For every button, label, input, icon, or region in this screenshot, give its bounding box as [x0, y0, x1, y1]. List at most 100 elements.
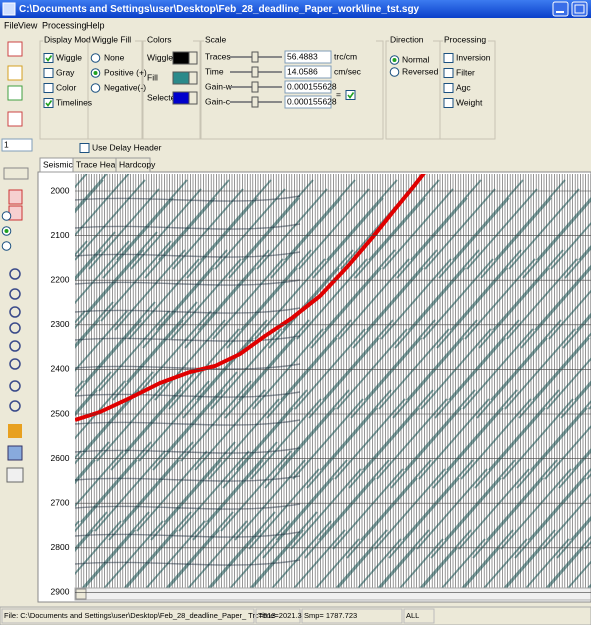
color-label: Fill: [147, 72, 158, 82]
checkbox-label: Wiggle: [56, 52, 82, 62]
colorbar-icon[interactable]: [8, 424, 22, 438]
checkbox[interactable]: [43, 68, 54, 78]
scale-unit: trc/cm: [334, 51, 357, 61]
zoom-icon[interactable]: [9, 268, 21, 280]
color-dropdown[interactable]: [188, 51, 198, 65]
group-label: Display Mode: [44, 34, 96, 44]
tool-icon[interactable]: [7, 111, 23, 127]
group-label-bg: [443, 36, 488, 45]
radio-dot: [4, 229, 9, 233]
radio-button[interactable]: [90, 83, 101, 93]
text-field[interactable]: [284, 50, 332, 64]
checkbox[interactable]: [43, 53, 54, 63]
zoom-icon[interactable]: [9, 380, 21, 392]
y-tick-label: 2600: [51, 453, 70, 463]
y-tick-label: 2100: [51, 230, 70, 240]
radio-button[interactable]: [1, 241, 12, 251]
status-text: File: C:\Documents and Settings\user\Des…: [4, 611, 276, 620]
zoom-icon[interactable]: [9, 340, 21, 352]
check-mark: [347, 92, 355, 99]
radio-button[interactable]: [90, 53, 101, 63]
text-field[interactable]: [284, 80, 332, 94]
maximize-button[interactable]: [571, 1, 588, 17]
checkbox-label: Gray: [56, 67, 75, 77]
color-swatch[interactable]: [172, 71, 190, 85]
checkbox[interactable]: [443, 98, 454, 108]
checkbox-label: Filter: [456, 67, 475, 77]
text-field[interactable]: [284, 95, 332, 109]
radio-button[interactable]: [389, 67, 400, 77]
seismic-section: [75, 174, 591, 588]
zoom-icon[interactable]: [9, 288, 21, 300]
color-label: Selected: [147, 92, 180, 102]
tool-icon[interactable]: [7, 85, 23, 101]
slider-thumb[interactable]: [251, 96, 259, 108]
checkbox[interactable]: [345, 90, 356, 100]
checkbox[interactable]: [443, 53, 454, 63]
status-pane: [403, 608, 435, 624]
menu-item: Help: [86, 20, 105, 30]
title-bar: [0, 0, 591, 18]
scale-value: 56.4883: [287, 51, 318, 61]
color-swatch[interactable]: [172, 91, 190, 105]
group-label-bg: [204, 36, 376, 45]
color-dropdown[interactable]: [188, 71, 198, 85]
zoom-icon[interactable]: [9, 322, 21, 334]
color-dropdown[interactable]: [188, 91, 198, 105]
menu-item: View: [18, 20, 38, 30]
scale-label: Gain-c: [205, 96, 231, 106]
group-label: Colors: [147, 34, 172, 44]
checkbox[interactable]: [43, 83, 54, 93]
tool-icon[interactable]: [8, 189, 23, 205]
status-pane: [255, 608, 301, 624]
radio-dot: [392, 58, 397, 62]
checkbox-label: Use Delay Header: [92, 142, 162, 152]
checkbox[interactable]: [43, 98, 54, 108]
radio-button[interactable]: [1, 211, 12, 221]
tool-icon[interactable]: [6, 467, 24, 483]
trace-text-field[interactable]: [1, 138, 33, 152]
check-mark: [45, 55, 53, 62]
color-swatch[interactable]: [172, 51, 190, 65]
status-pane: [301, 608, 403, 624]
tool-icon[interactable]: [7, 445, 23, 461]
link-label: =: [336, 89, 341, 99]
horizontal-scrollbar[interactable]: [74, 587, 591, 601]
radio-label: Reversed: [402, 66, 439, 76]
scale-value: 0.000155628: [287, 96, 337, 106]
tab[interactable]: [115, 157, 151, 173]
slider-thumb[interactable]: [251, 51, 259, 63]
horizon-pick: [75, 174, 426, 422]
scale-label: Time: [205, 66, 224, 76]
nav-buttons[interactable]: [3, 167, 29, 180]
tool-icon[interactable]: [7, 41, 23, 57]
status-pane: [1, 608, 255, 624]
status-text: Smp= 1787.723: [304, 611, 357, 620]
zoom-icon[interactable]: [9, 358, 21, 370]
zoom-icon[interactable]: [9, 306, 21, 318]
y-tick-label: 2300: [51, 319, 70, 329]
group-label-bg: [389, 36, 433, 45]
checkbox-label: Color: [56, 82, 76, 92]
checkbox-label: Weight: [456, 97, 483, 107]
slider-thumb[interactable]: [251, 66, 259, 78]
tab-label: Seismic: [43, 159, 74, 169]
minimize-button[interactable]: [552, 1, 569, 17]
scale-value: 14.0586: [287, 66, 318, 76]
group-label: Wiggle Fill: [92, 34, 131, 44]
checkbox-label: Agc: [456, 82, 471, 92]
zoom-icon[interactable]: [9, 400, 21, 412]
checkbox[interactable]: [443, 68, 454, 78]
text-field[interactable]: [284, 65, 332, 79]
tool-icon[interactable]: [8, 205, 23, 221]
slider-thumb[interactable]: [251, 81, 259, 93]
y-tick-label: 2900: [51, 587, 70, 597]
y-tick-label: 2000: [51, 185, 70, 195]
y-tick-label: 2200: [51, 274, 70, 284]
checkbox[interactable]: [79, 143, 90, 153]
radio-label: Normal: [402, 54, 430, 64]
checkbox[interactable]: [443, 83, 454, 93]
scroll-left-button[interactable]: [75, 588, 87, 600]
tool-icon[interactable]: [7, 65, 23, 81]
